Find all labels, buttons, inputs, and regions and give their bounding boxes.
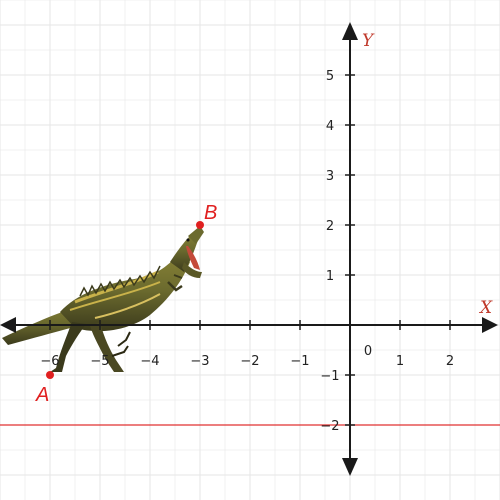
x-axis-arrow-right (482, 317, 498, 333)
dinosaur-icon (2, 226, 204, 372)
y-axis-arrow-down (342, 458, 358, 476)
y-tick-label: −1 (320, 369, 339, 384)
x-tick-label: −6 (40, 354, 59, 369)
x-axis-name: X (478, 298, 493, 318)
y-axis-name: Y (362, 31, 375, 51)
y-tick-label: 4 (326, 119, 334, 134)
y-tick-label: 2 (326, 219, 334, 234)
plotted-points: AB (35, 202, 217, 406)
y-tick-label: 3 (326, 169, 334, 184)
y-axis-arrow-up (342, 22, 358, 40)
y-tick-label: 5 (326, 69, 334, 84)
point-label-a: A (35, 384, 49, 406)
point-b (196, 221, 204, 229)
point-a (46, 371, 54, 379)
y-tick-label: 1 (326, 269, 334, 284)
x-axis-arrow-left (0, 317, 16, 333)
axes: XY (0, 22, 498, 476)
x-tick-label: −2 (240, 354, 259, 369)
axis-ticks: −6 −5 −4 −3 −2 −1 1 2 −2 −1 1 2 3 4 5 0 (40, 69, 454, 434)
x-tick-label: 2 (446, 354, 454, 369)
point-label-b: B (204, 202, 217, 224)
y-tick-label: −2 (320, 419, 339, 434)
x-tick-label: 1 (396, 354, 404, 369)
x-tick-label: −4 (140, 354, 159, 369)
x-tick-label: −3 (190, 354, 209, 369)
origin-label: 0 (364, 344, 372, 359)
x-tick-label: −1 (290, 354, 309, 369)
x-tick-label: −5 (90, 354, 109, 369)
